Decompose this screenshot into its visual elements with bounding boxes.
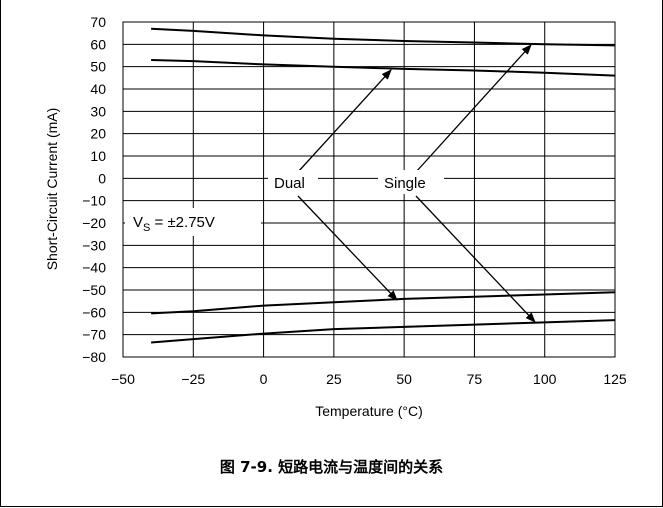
x-tick-label: 0 — [260, 371, 268, 387]
annotation-arrow — [297, 69, 392, 173]
chart-annotations — [297, 44, 536, 323]
x-tick-label: −25 — [181, 371, 205, 387]
y-tick-label: 30 — [90, 103, 106, 119]
y-tick-label: −70 — [82, 327, 106, 343]
y-tick-label: 10 — [90, 148, 106, 164]
vs-label-bg — [125, 208, 261, 236]
y-tick-label: −80 — [82, 349, 106, 365]
annotation-arrow — [415, 195, 536, 323]
plot-border — [122, 21, 616, 358]
dual-label: Dual — [274, 175, 305, 192]
y-tick-label: −50 — [82, 282, 106, 298]
chart: −50 −25 0 25 50 75 100 125 706050403020100−10−2… — [44, 14, 627, 419]
vs-label-v: V — [133, 214, 143, 231]
x-tick-label: −50 — [111, 371, 135, 387]
vs-label: VS = ±2.75V — [133, 214, 215, 234]
x-tick-labels: −50 −25 0 25 50 75 100 125 — [111, 371, 627, 387]
figure-caption: 图 7-9. 短路电流与温度间的关系 — [219, 458, 444, 476]
dual-label-bg — [268, 170, 318, 194]
series-line — [151, 291, 616, 315]
y-tick-label: 50 — [90, 59, 106, 75]
x-axis-title: Temperature (°C) — [315, 403, 423, 419]
series-line — [151, 59, 616, 77]
annotation-arrow — [415, 44, 532, 173]
y-tick-label: −30 — [82, 237, 106, 253]
y-tick-label: −20 — [82, 215, 106, 231]
vs-label-rest: = ±2.75V — [150, 214, 215, 231]
chart-series — [151, 27, 616, 344]
y-tick-label: 0 — [98, 170, 106, 186]
x-tick-label: 125 — [603, 371, 627, 387]
series-line — [151, 319, 616, 344]
y-axis-title: Short-Circuit Current (mA) — [44, 108, 60, 271]
series-line — [151, 27, 616, 47]
y-tick-label: 40 — [90, 81, 106, 97]
vs-label-sub: S — [143, 222, 150, 234]
y-tick-label: 60 — [90, 36, 106, 52]
single-label-bg — [378, 170, 444, 194]
y-tick-label: −60 — [82, 304, 106, 320]
x-tick-label: 75 — [467, 371, 483, 387]
annotation-arrow — [297, 195, 398, 301]
y-tick-label: 20 — [90, 126, 106, 142]
y-tick-label: 70 — [90, 14, 106, 30]
x-tick-label: 25 — [326, 371, 342, 387]
x-tick-label: 50 — [396, 371, 412, 387]
x-tick-label: 100 — [533, 371, 557, 387]
y-tick-label: −10 — [82, 193, 106, 209]
y-tick-labels: 70 60 50 40 30 20 10 0 −10 −20 −30 −40 −50 −60 −70 −80 — [82, 14, 106, 365]
y-tick-label: −40 — [82, 260, 106, 276]
single-label: Single — [384, 175, 426, 192]
